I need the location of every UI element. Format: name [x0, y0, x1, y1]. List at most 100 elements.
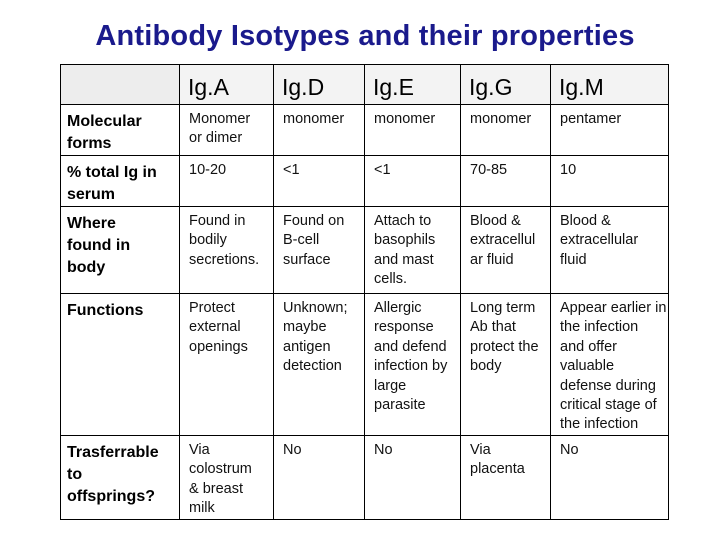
row-header-line: to [67, 466, 83, 483]
table-row-molecular-forms: Molecular forms Monomer or dimer monomer mono… [60, 104, 670, 156]
cell-text-line: monomer [374, 111, 436, 127]
cell-text-line: & breast [189, 480, 243, 497]
cell-text-line: extracellul [470, 232, 536, 249]
table-cell: Blood & extracellul ar fluid [460, 206, 551, 294]
table-cell: Via colostrum & breast milk [179, 435, 274, 520]
table-cell: Found in bodily secretions. [179, 206, 274, 294]
cell-text-line: ar fluid [470, 251, 514, 268]
cell-text-line: maybe [283, 319, 327, 336]
cell-text-line: fluid [560, 251, 587, 268]
cell-text-line: Via [189, 442, 210, 458]
row-header-line: Where [67, 215, 116, 232]
cell-text-line: Ab that [470, 319, 516, 336]
cell-text-line: response [374, 319, 434, 336]
column-header-ige: Ig.E [364, 64, 461, 105]
table-cell: Found on B-cell surface [273, 206, 365, 294]
cell-text-line: the infection [560, 319, 639, 336]
cell-text-line: monomer [470, 111, 532, 127]
row-header-line: Functions [67, 302, 144, 319]
header-row: Ig.A Ig.D Ig.E Ig.G Ig.M [60, 64, 670, 105]
table-cell: monomer [460, 104, 551, 156]
table-cell: 10-20 [179, 155, 274, 207]
table-cell: 70-85 [460, 155, 551, 207]
cell-text-line: and defend [374, 338, 447, 355]
table-row-functions: Functions Protect external openings Unknown;… [60, 293, 670, 436]
cell-text-line: critical stage of [560, 397, 657, 414]
cell-text-line: secretions. [189, 251, 260, 268]
row-header-line: body [67, 259, 106, 276]
cell-text-line: milk [189, 500, 215, 517]
cell-text-line: Via [470, 442, 491, 458]
table-cell: <1 [273, 155, 365, 207]
row-header: % total Ig in serum [60, 155, 180, 207]
cell-text-line: 10 [560, 162, 577, 178]
cell-text-line: B-cell [283, 232, 320, 249]
table-cell: No [273, 435, 365, 520]
table-cell: Attach to basophils and mast cells. [364, 206, 461, 294]
cell-text-line: 70-85 [470, 162, 508, 178]
table-cell: monomer [273, 104, 365, 156]
cell-text-line: or dimer [189, 130, 243, 147]
cell-text-line: antigen [283, 338, 331, 355]
cell-text-line: Blood & [560, 213, 611, 229]
cell-text-line: basophils [374, 232, 436, 249]
table-cell: Long term Ab that protect the body [460, 293, 551, 436]
table-cell: Protect external openings [179, 293, 274, 436]
column-header-igg: Ig.G [460, 64, 551, 105]
cell-text-line: parasite [374, 397, 426, 414]
cell-text-line: bodily [189, 232, 227, 249]
table-cell: No [364, 435, 461, 520]
cell-text-line: No [374, 442, 393, 458]
cell-text-line: 10-20 [189, 162, 227, 178]
cell-text-line: and mast [374, 251, 434, 268]
cell-text-line: <1 [283, 162, 300, 178]
cell-text-line: and offer [560, 338, 617, 355]
row-header-line: offsprings? [67, 488, 155, 505]
table-cell: Via placenta [460, 435, 551, 520]
table-cell: monomer [364, 104, 461, 156]
cell-text-line: protect the [470, 338, 539, 355]
row-header-line: found in [67, 237, 131, 254]
table-row-where-found: Where found in body Found in bodily secretion… [60, 206, 670, 294]
table-cell: <1 [364, 155, 461, 207]
cell-text-line: extracellular [560, 232, 639, 249]
cell-text-line: large [374, 377, 407, 394]
cell-text-line: Monomer [189, 111, 251, 127]
cell-text-line: Found in [189, 213, 246, 229]
row-header: Trasferrable to offsprings? [60, 435, 180, 520]
cell-text-line: <1 [374, 162, 391, 178]
column-header-igd: Ig.D [273, 64, 365, 105]
cell-text-line: Protect [189, 300, 235, 316]
row-header: Functions [60, 293, 180, 436]
cell-text-line: openings [189, 338, 248, 355]
cell-text-line: body [470, 358, 502, 375]
corner-cell [60, 64, 180, 105]
cell-text-line: placenta [470, 461, 525, 478]
cell-text-line: Attach to [374, 213, 432, 229]
row-header: Where found in body [60, 206, 180, 294]
table-cell: pentamer [549, 104, 670, 156]
cell-text-line: Long term [470, 300, 536, 316]
row-header: Molecular forms [60, 104, 180, 156]
table-row-transferrable: Trasferrable to offsprings? Via colostrum & b… [60, 435, 670, 520]
cell-text-line: infection by [374, 358, 448, 375]
cell-text-line: detection [283, 358, 342, 375]
table-cell: No [549, 435, 670, 520]
cell-text-line: Appear earlier in [560, 300, 667, 316]
cell-text-line: external [189, 319, 241, 336]
row-header-line: Molecular [67, 113, 142, 130]
cell-text-line: surface [283, 251, 331, 268]
row-header-line: forms [67, 135, 112, 152]
table-cell: Blood & extracellular fluid [549, 206, 670, 294]
table-cell: Unknown; maybe antigen detection [273, 293, 365, 436]
cell-text-line: monomer [283, 111, 345, 127]
table-row-percent-total-serum: % total Ig in serum 10-20 <1 <1 70-85 10 [60, 155, 670, 207]
cell-text-line: Found on [283, 213, 345, 229]
cell-text-line: Allergic [374, 300, 422, 316]
cell-text-line: Unknown; [283, 300, 348, 316]
row-header-line: % total Ig in [67, 164, 157, 181]
column-header-igm: Ig.M [549, 64, 670, 105]
cell-text-line: defense during [560, 377, 656, 394]
table-cell: 10 [549, 155, 670, 207]
table-cell: Appear earlier in the infection and offer v… [549, 293, 670, 436]
